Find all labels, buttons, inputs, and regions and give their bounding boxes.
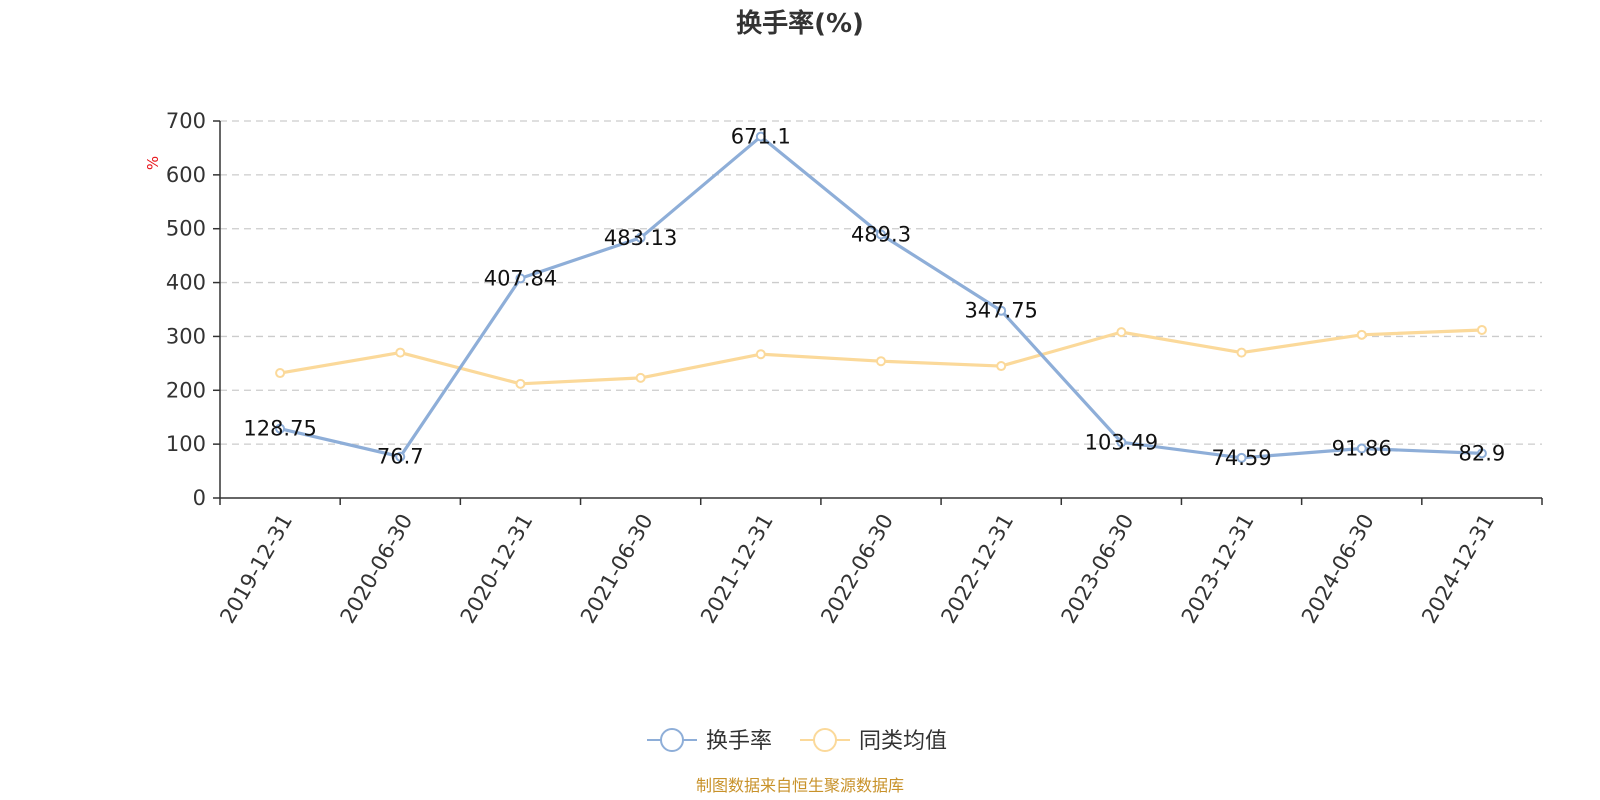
y-tick-label: 500 [166, 217, 206, 241]
x-tick-label: 2023-06-30 [1057, 510, 1139, 628]
y-tick-labels: 0 100 200 300 400 500 600 700 [166, 109, 206, 510]
data-label: 76.7 [377, 445, 424, 469]
data-label: 489.3 [851, 222, 911, 246]
legend[interactable]: 换手率 同类均值 [647, 728, 947, 754]
data-point[interactable] [635, 372, 646, 383]
y-tick-label: 300 [166, 324, 206, 348]
y-tick-label: 600 [166, 163, 206, 187]
data-point[interactable] [515, 273, 526, 284]
data-point[interactable] [1116, 327, 1127, 338]
x-tick-label: 2021-06-30 [576, 510, 658, 628]
data-labels: 128.75 76.7 407.84 483.13 671.1 489.3 347.75 10… [243, 125, 1505, 470]
series-group [275, 131, 1487, 463]
data-point[interactable] [1116, 437, 1127, 448]
legend-label: 换手率 [706, 729, 772, 754]
data-point[interactable] [755, 349, 766, 360]
data-point[interactable] [1236, 452, 1247, 463]
data-point[interactable] [996, 361, 1007, 372]
x-tick-label: 2020-06-30 [336, 510, 418, 628]
y-tick-label: 400 [166, 271, 206, 295]
data-point[interactable] [1236, 347, 1247, 358]
data-point[interactable] [515, 378, 526, 389]
data-label: 407.84 [484, 266, 557, 290]
data-point[interactable] [635, 232, 646, 243]
x-tick-label: 2019-12-31 [215, 510, 297, 628]
y-tick-label: 0 [193, 486, 206, 510]
x-tick-label: 2022-12-31 [936, 510, 1018, 628]
x-tick-label: 2022-06-30 [816, 510, 898, 628]
data-point[interactable] [395, 347, 406, 358]
data-point[interactable] [275, 368, 286, 379]
series-line-0 [278, 134, 1484, 460]
data-label: 74.59 [1211, 446, 1271, 470]
data-label: 347.75 [964, 299, 1037, 323]
x-tick-label: 2020-12-31 [456, 510, 538, 628]
data-point[interactable] [1476, 448, 1487, 459]
legend-marker-icon [660, 728, 684, 752]
data-label: 483.13 [604, 226, 677, 250]
data-label: 128.75 [243, 417, 316, 441]
data-label: 103.49 [1085, 430, 1158, 454]
x-tick-label: 2024-06-30 [1297, 510, 1379, 628]
y-axis-unit: % [144, 156, 162, 170]
y-tick-label: 200 [166, 378, 206, 402]
y-tick-label: 100 [166, 432, 206, 456]
x-tick-label: 2021-12-31 [696, 510, 778, 628]
x-tick-label: 2023-12-31 [1177, 510, 1259, 628]
legend-label: 同类均值 [859, 729, 947, 754]
data-point[interactable] [1356, 329, 1367, 340]
legend-marker-icon [813, 728, 837, 752]
data-point[interactable] [1356, 443, 1367, 454]
data-point[interactable] [996, 305, 1007, 316]
data-point[interactable] [275, 423, 286, 434]
axes [213, 120, 1543, 505]
x-tick-labels: 2019-12-31 2020-06-30 2020-12-31 2021-06-30… [215, 510, 1499, 628]
source-note: 制图数据来自恒生聚源数据库 [696, 776, 904, 795]
data-point[interactable] [1476, 324, 1487, 335]
chart-title: 换手率(%) [736, 8, 864, 39]
data-point[interactable] [395, 451, 406, 462]
x-tick-label: 2024-12-31 [1417, 510, 1499, 628]
legend-item-1[interactable]: 同类均值 [800, 728, 947, 754]
data-label: 91.86 [1332, 437, 1392, 461]
data-label: 82.9 [1459, 441, 1506, 465]
legend-item-0[interactable]: 换手率 [647, 728, 772, 754]
y-tick-label: 700 [166, 109, 206, 133]
data-label: 671.1 [731, 125, 791, 149]
data-point[interactable] [876, 229, 886, 240]
data-point[interactable] [755, 131, 766, 142]
grid-lines [220, 120, 1542, 445]
data-point[interactable] [876, 356, 886, 367]
